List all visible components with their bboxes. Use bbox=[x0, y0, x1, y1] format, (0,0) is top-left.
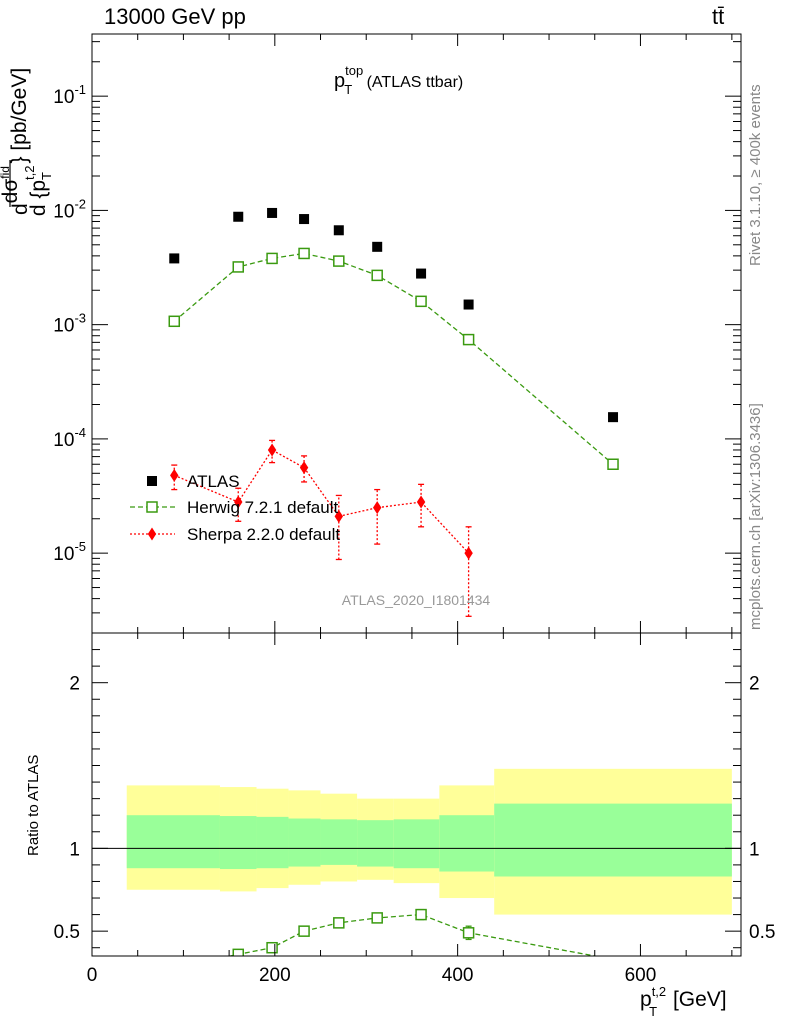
x-axis-label: pt,2 T [GeV] bbox=[640, 984, 727, 1019]
herwig-7-2-1-default-point bbox=[168, 315, 181, 328]
herwig-7-2-1-default-ratio-point bbox=[333, 917, 345, 929]
band-inner bbox=[494, 803, 732, 877]
band-inner bbox=[357, 820, 394, 867]
herwig-7-2-1-default-point bbox=[333, 255, 345, 267]
ratio-y-axis-label: Ratio to ATLAS bbox=[25, 755, 42, 856]
x-tick-label: 400 bbox=[442, 965, 474, 986]
ratio-y-tick-label-left: 0.5 bbox=[54, 922, 80, 943]
atlas-point bbox=[267, 207, 278, 218]
sherpa-2-2-0-default-point bbox=[464, 546, 473, 560]
atlas-point bbox=[608, 412, 619, 423]
herwig-7-2-1-default-point bbox=[266, 252, 278, 265]
atlas-point bbox=[169, 253, 180, 264]
band-inner bbox=[320, 819, 358, 865]
atlas-point bbox=[299, 214, 310, 225]
axes-layer bbox=[91, 33, 742, 957]
herwig-7-2-1-default-point bbox=[232, 261, 245, 273]
herwig-7-2-1-default-point bbox=[415, 295, 427, 308]
sherpa-2-2-0-default-point bbox=[170, 468, 179, 482]
ratio-y-tick-label-right: 1 bbox=[749, 839, 760, 860]
legend-marker-atlas bbox=[147, 476, 157, 486]
herwig-7-2-1-default-ratio-point bbox=[462, 927, 475, 939]
atlas-point bbox=[416, 268, 427, 279]
ratio-plot-frame bbox=[91, 632, 742, 957]
legend-label-herwig-7-2-1-default: Herwig 7.2.1 default bbox=[187, 498, 338, 517]
sherpa-2-2-0-default-point bbox=[234, 495, 243, 509]
legend-marker-sherpa-2-2-0-default bbox=[147, 527, 157, 541]
y-tick-label: 10-3 bbox=[53, 311, 86, 337]
sherpa-2-2-0-default-point bbox=[267, 443, 277, 457]
herwig-7-2-1-default-point bbox=[462, 333, 475, 346]
atlas-point bbox=[463, 299, 474, 310]
herwig-7-2-1-default-line bbox=[173, 252, 614, 465]
atlas-point bbox=[233, 211, 244, 222]
x-tick-label: 0 bbox=[87, 965, 98, 986]
legend-label-sherpa-2-2-0-default: Sherpa 2.2.0 default bbox=[187, 525, 340, 544]
main-panel-series bbox=[168, 207, 619, 617]
sherpa-2-2-0-default-point bbox=[334, 509, 344, 523]
herwig-7-2-1-default-ratio-point bbox=[232, 948, 245, 956]
sherpa-2-2-0-default-point bbox=[372, 501, 382, 515]
text-layer: 0 200 400 600 10-5 10-4 10-3 10-2 10-1 0.5 0.5 1 1 2 2… bbox=[0, 63, 775, 1019]
y-tick-label: 10-5 bbox=[53, 539, 86, 565]
herwig-7-2-1-default-point bbox=[371, 269, 383, 282]
atlas-point bbox=[372, 241, 383, 252]
x-tick-label: 200 bbox=[259, 965, 291, 986]
ratio-y-tick-label-left: 1 bbox=[69, 839, 80, 860]
y-tick-label: 10-4 bbox=[53, 425, 86, 451]
ratio-y-tick-label-left: 2 bbox=[69, 674, 80, 695]
atlas-point bbox=[333, 225, 344, 236]
band-inner bbox=[393, 819, 440, 869]
band-inner bbox=[219, 816, 257, 870]
sherpa-2-2-0-default-line bbox=[174, 449, 470, 554]
analysis-watermark: ATLAS_2020_I1801434 bbox=[342, 592, 491, 608]
y-tick-label: 10-2 bbox=[53, 196, 86, 222]
sherpa-2-2-0-default-point bbox=[416, 495, 426, 509]
herwig-7-2-1-default-point bbox=[298, 247, 310, 260]
chart-title: ptop T (ATLAS ttbar) bbox=[334, 63, 463, 97]
herwig-7-2-1-default-ratio-line bbox=[227, 913, 599, 956]
band-inner bbox=[439, 815, 495, 872]
legend: ATLAS Herwig 7.2.1 default Sherpa 2.2.0 de… bbox=[130, 472, 340, 544]
ratio-uncertainty-bands bbox=[126, 768, 732, 915]
herwig-7-2-1-default-point bbox=[607, 458, 619, 470]
main-y-axis-label: ddσfid d {pTt,2} [pb/GeV] bbox=[0, 68, 54, 222]
ratio-panel-series bbox=[227, 908, 599, 956]
process-label: tt̄ bbox=[712, 4, 725, 29]
ratio-y-tick-label-right: 0.5 bbox=[749, 922, 775, 943]
herwig-7-2-1-default-ratio-point bbox=[371, 912, 383, 924]
herwig-7-2-1-default-ratio-point bbox=[298, 925, 310, 937]
ratio-y-tick-label-right: 2 bbox=[749, 674, 760, 695]
band-inner bbox=[126, 815, 220, 869]
sherpa-2-2-0-default-point bbox=[299, 461, 309, 475]
legend-label-atlas: ATLAS bbox=[187, 472, 240, 491]
energy-label: 13000 GeV pp bbox=[104, 4, 246, 29]
x-tick-label: 600 bbox=[625, 965, 657, 986]
legend-marker-herwig-7-2-1-default bbox=[146, 501, 158, 513]
band-inner bbox=[288, 818, 321, 867]
herwig-7-2-1-default-ratio-point bbox=[415, 908, 427, 921]
series-layer bbox=[168, 207, 619, 956]
y-tick-label: 10-1 bbox=[53, 82, 86, 108]
herwig-7-2-1-default-ratio-point bbox=[266, 941, 278, 954]
band-inner bbox=[256, 816, 289, 869]
